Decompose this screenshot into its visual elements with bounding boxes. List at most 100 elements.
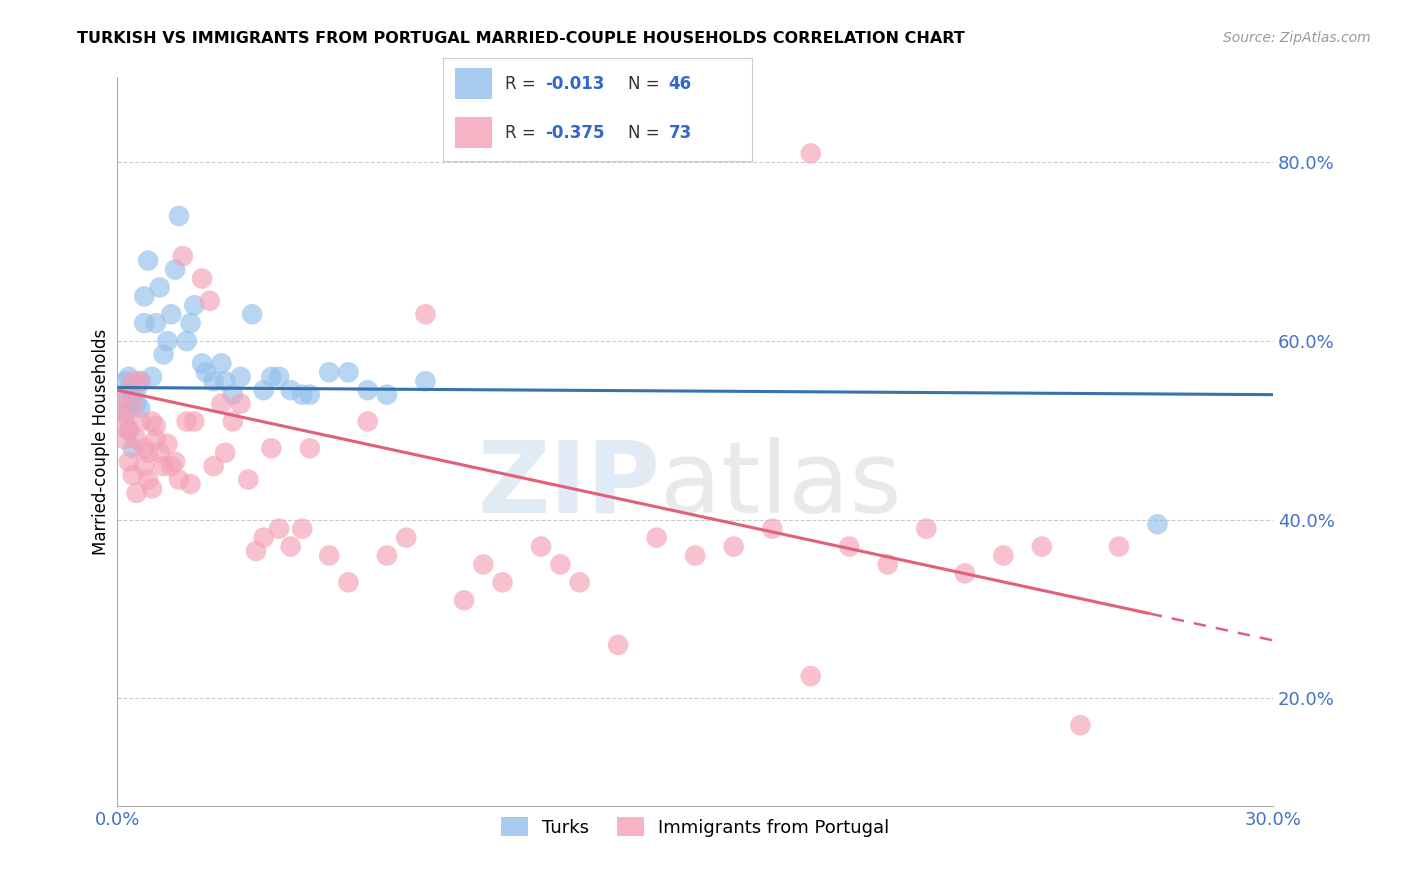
Text: R =: R = (505, 124, 541, 143)
Point (125, 486, 148, 500)
Point (125, 396, 148, 410)
Point (121, 442, 143, 456)
Point (472, 558, 495, 572)
Point (179, 316, 201, 330)
Point (125, 383, 148, 397)
Point (723, 540, 745, 554)
Text: 46: 46 (669, 75, 692, 93)
Point (136, 473, 159, 487)
Bar (456, 69, 492, 99)
Point (229, 369, 252, 384)
Point (134, 442, 156, 456)
Point (337, 365, 360, 379)
Point (229, 396, 252, 410)
Point (214, 374, 236, 388)
Point (357, 383, 380, 397)
Point (395, 531, 418, 545)
Point (1031, 540, 1053, 554)
Point (876, 558, 898, 572)
Point (114, 414, 136, 428)
Point (291, 522, 314, 536)
Point (491, 575, 513, 590)
Point (453, 593, 475, 607)
Point (198, 293, 221, 308)
Point (1146, 517, 1168, 532)
Point (176, 334, 198, 348)
Point (110, 392, 132, 406)
Point (202, 374, 225, 388)
Point (260, 442, 283, 456)
Point (222, 387, 245, 401)
Point (149, 280, 172, 294)
Point (253, 383, 276, 397)
Point (176, 414, 198, 428)
Point (121, 468, 143, 483)
Text: TURKISH VS IMMIGRANTS FROM PORTUGAL MARRIED-COUPLE HOUSEHOLDS CORRELATION CHART: TURKISH VS IMMIGRANTS FROM PORTUGAL MARR… (77, 31, 965, 46)
Point (415, 374, 437, 388)
Point (172, 249, 194, 263)
Point (179, 477, 201, 491)
Point (375, 387, 398, 401)
Point (118, 424, 141, 438)
Point (121, 374, 143, 388)
Point (357, 414, 380, 428)
Point (298, 387, 321, 401)
Point (318, 549, 340, 563)
Point (165, 262, 187, 277)
Point (683, 549, 706, 563)
Point (568, 575, 591, 590)
Point (260, 369, 283, 384)
Point (156, 437, 179, 451)
Point (245, 544, 267, 558)
Point (298, 442, 321, 456)
Point (125, 433, 148, 447)
Point (915, 522, 938, 536)
Point (160, 307, 183, 321)
Point (607, 638, 630, 652)
Point (838, 540, 860, 554)
Point (375, 549, 398, 563)
Point (129, 374, 152, 388)
Point (222, 414, 245, 428)
Point (141, 482, 163, 496)
Text: N =: N = (628, 75, 665, 93)
Point (118, 424, 141, 438)
Point (530, 540, 553, 554)
Point (145, 316, 167, 330)
Point (121, 387, 143, 401)
Point (415, 307, 437, 321)
Point (953, 566, 976, 581)
Point (318, 365, 340, 379)
Point (129, 414, 152, 428)
Y-axis label: Married-couple Households: Married-couple Households (93, 328, 110, 555)
Text: R =: R = (505, 75, 541, 93)
Point (114, 405, 136, 419)
Point (152, 459, 174, 474)
Point (238, 473, 260, 487)
Point (141, 414, 163, 428)
Point (136, 446, 159, 460)
Point (134, 316, 156, 330)
Text: ZIP: ZIP (478, 437, 661, 533)
Point (152, 347, 174, 361)
Point (165, 455, 187, 469)
Point (118, 369, 141, 384)
Point (1108, 540, 1130, 554)
Point (209, 396, 232, 410)
Point (114, 433, 136, 447)
Point (993, 549, 1015, 563)
Point (118, 455, 141, 469)
Point (291, 387, 314, 401)
Point (269, 522, 291, 536)
Point (129, 374, 152, 388)
Point (280, 383, 302, 397)
Point (167, 209, 190, 223)
Point (645, 531, 668, 545)
Point (800, 669, 823, 683)
Point (145, 433, 167, 447)
Point (141, 369, 163, 384)
Text: Source: ZipAtlas.com: Source: ZipAtlas.com (1223, 31, 1371, 45)
Point (183, 298, 205, 312)
Point (550, 558, 572, 572)
Point (136, 253, 159, 268)
